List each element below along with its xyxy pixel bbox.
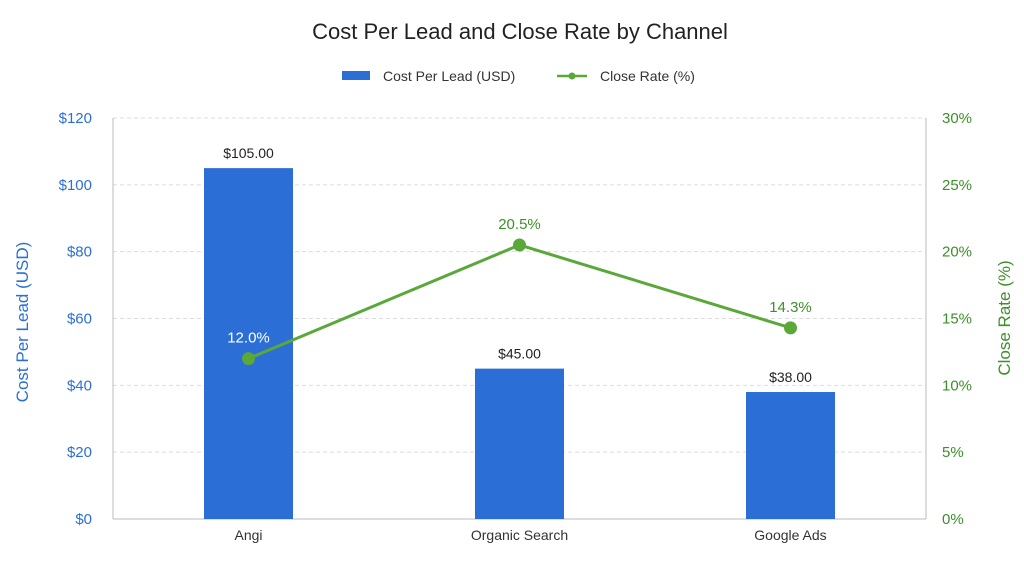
left-axis-title: Cost Per Lead (USD) [13, 242, 32, 403]
right-tick-label: 25% [942, 177, 972, 194]
left-axis-ticks: $0 $20 $40 $60 $80 $100 $120 [59, 110, 92, 528]
right-tick-label: 0% [942, 511, 964, 528]
right-tick-label: 15% [942, 311, 972, 328]
bar-value-label: $105.00 [223, 145, 274, 161]
left-tick-label: $120 [59, 110, 92, 127]
line-series [242, 238, 797, 366]
right-tick-label: 5% [942, 444, 964, 461]
bar [746, 392, 835, 519]
right-tick-label: 30% [942, 110, 972, 127]
left-tick-label: $100 [59, 177, 92, 194]
right-tick-label: 10% [942, 377, 972, 394]
bar-series [204, 168, 835, 519]
legend-bar-swatch [342, 71, 370, 80]
bar-value-label: $45.00 [498, 346, 541, 362]
bar [204, 168, 293, 519]
category-label: Google Ads [754, 527, 826, 543]
bar-value-label: $38.00 [769, 369, 812, 385]
line-value-labels: 12.0% 20.5% 14.3% [227, 216, 812, 347]
category-labels: Angi Organic Search Google Ads [234, 527, 826, 543]
bar [475, 368, 564, 519]
left-tick-label: $60 [67, 311, 92, 328]
legend-line-label: Close Rate (%) [600, 68, 695, 84]
right-tick-label: 20% [942, 244, 972, 261]
left-tick-label: $40 [67, 377, 92, 394]
category-label: Angi [234, 527, 262, 543]
left-tick-label: $0 [75, 511, 92, 528]
line-point [242, 352, 255, 366]
left-tick-label: $20 [67, 444, 92, 461]
chart-title: Cost Per Lead and Close Rate by Channel [312, 19, 728, 44]
right-axis-ticks: 0% 5% 10% 15% 20% 25% 30% [942, 110, 972, 528]
legend: Cost Per Lead (USD) Close Rate (%) [342, 68, 695, 84]
line-value-label: 14.3% [769, 299, 812, 316]
line-value-label: 20.5% [498, 216, 541, 233]
left-tick-label: $80 [67, 244, 92, 261]
category-label: Organic Search [471, 527, 568, 543]
legend-line-marker [568, 72, 576, 80]
line-value-label: 12.0% [227, 330, 270, 347]
bar-value-labels: $105.00 $45.00 $38.00 [223, 145, 812, 385]
line-point [513, 238, 526, 252]
close-rate-line [247, 243, 791, 360]
legend-bar-label: Cost Per Lead (USD) [383, 68, 515, 84]
line-point [784, 321, 797, 335]
right-axis-title: Close Rate (%) [995, 260, 1014, 375]
